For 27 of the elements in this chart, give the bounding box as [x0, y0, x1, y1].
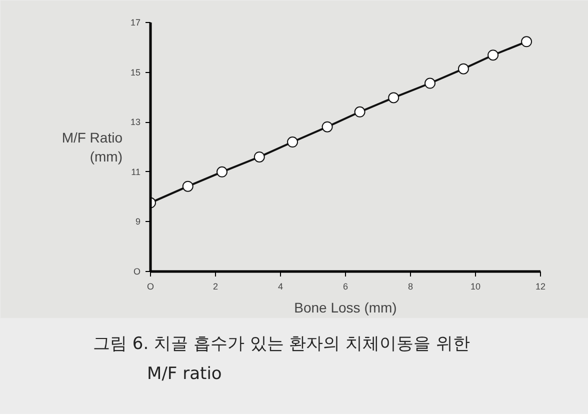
point: [424, 78, 436, 89]
x-tick-label: 12: [535, 282, 546, 292]
point: [488, 50, 499, 61]
y-tick-label: 17: [130, 18, 141, 28]
x-tick-label: 6: [342, 282, 348, 292]
y-tick-label: 11: [131, 166, 140, 177]
x-tick-label: 2: [212, 282, 218, 292]
point: [182, 180, 194, 192]
point: [521, 36, 532, 48]
y-tick-label: O: [134, 266, 141, 276]
x-tick-label: 4: [278, 282, 284, 292]
y-axis-title: M/F Ratio (mm): [62, 129, 123, 165]
x-tick-label: 8: [408, 282, 414, 292]
x-tick-label: O: [147, 282, 154, 292]
x-tick-label: 10: [470, 282, 481, 292]
caption: 그림 6. 치골 흡수가 있는 환자의 치체이동을 위한 M/F ratio: [93, 333, 470, 386]
point: [388, 92, 400, 104]
y-tick-label: 13: [130, 117, 141, 128]
y-tick-label: 9: [135, 216, 141, 227]
point: [254, 151, 265, 162]
point: [287, 136, 298, 148]
point: [216, 166, 228, 178]
point: [322, 121, 333, 132]
point: [354, 106, 366, 118]
x-axis-title: Bone Loss (mm): [294, 300, 397, 316]
point: [458, 63, 469, 74]
y-tick-label: 15: [130, 67, 141, 78]
